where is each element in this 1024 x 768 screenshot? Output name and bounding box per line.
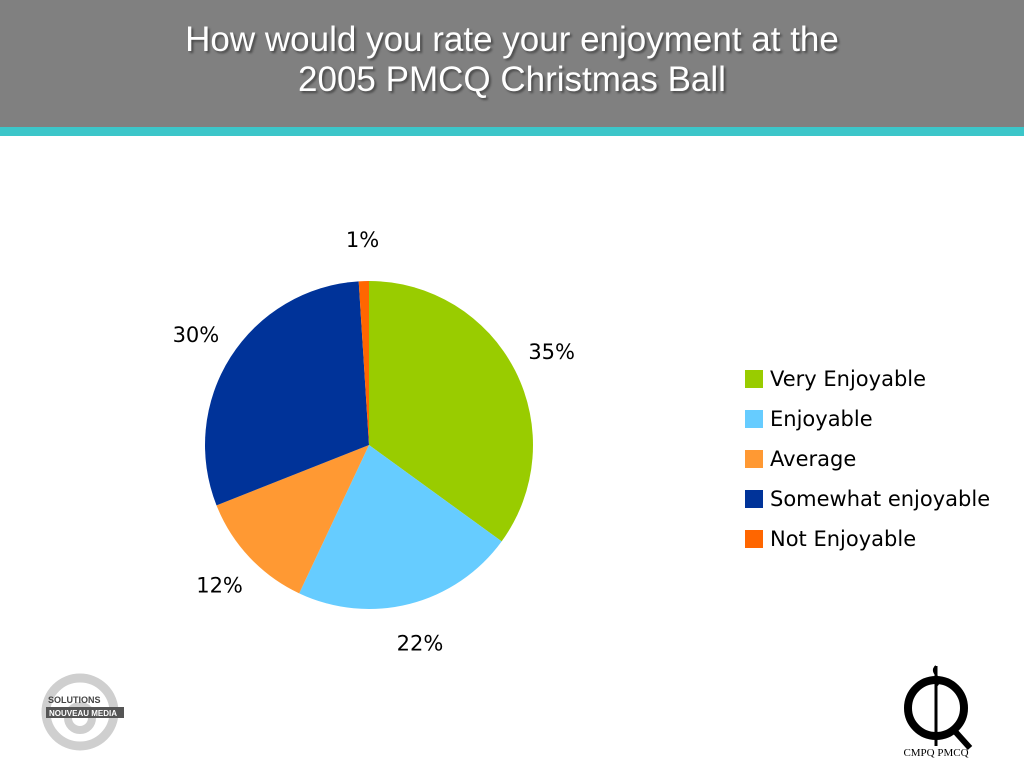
- pie-label-not-enjoyable: 1%: [346, 228, 379, 252]
- slide-title-line-2: 2005 PMCQ Christmas Ball: [298, 60, 726, 99]
- pie-slice-average: [216, 445, 369, 594]
- legend-label-not-enjoyable: Not Enjoyable: [770, 527, 916, 551]
- title-bar: [0, 0, 1024, 127]
- legend-label-somewhat-enjoyable: Somewhat enjoyable: [770, 487, 990, 511]
- pie-label-average: 12%: [196, 573, 243, 597]
- cmpq-logo-icon: [904, 665, 973, 751]
- pie-slice-very-enjoyable: [369, 281, 533, 542]
- legend-swatch-somewhat-enjoyable: [745, 490, 763, 508]
- logo-left-line-2: NOUVEAU MEDIA: [49, 709, 117, 718]
- pie-label-very-enjoyable: 35%: [528, 340, 575, 364]
- legend-label-very-enjoyable: Very Enjoyable: [770, 367, 926, 391]
- pie-slices: [204, 281, 533, 609]
- slide-title-line-1: How would you rate your enjoyment at the: [185, 20, 839, 59]
- legend-swatch-enjoyable: [745, 410, 763, 428]
- pie-slice-enjoyable: [299, 445, 502, 609]
- pie-slice-somewhat-enjoyable: [204, 281, 369, 506]
- legend-swatch-not-enjoyable: [745, 530, 763, 548]
- chart-legend: Very Enjoyable Enjoyable Average Somewhat e…: [745, 367, 990, 551]
- pie-label-enjoyable: 22%: [397, 632, 444, 656]
- logo-right-caption: CMPQ PMCQ: [903, 747, 968, 759]
- logo-left-line-1: SOLUTIONS: [48, 695, 101, 705]
- slide-title: How would you rate your enjoyment at the…: [0, 20, 1024, 100]
- solutions-nouveau-media-logo: SOLUTIONS NOUVEAU MEDIA: [41, 673, 124, 751]
- pie-slice-not-enjoyable: [358, 281, 369, 445]
- cmpq-pmcq-logo: CMPQ PMCQ: [903, 665, 973, 759]
- legend-swatch-average: [745, 450, 763, 468]
- legend-label-average: Average: [770, 447, 856, 471]
- title-bar-divider: [0, 127, 1024, 136]
- pie-percent-labels: 35% 22% 12% 30% 1%: [173, 228, 575, 655]
- logo-left-band: [46, 707, 124, 718]
- pie-label-somewhat-enjoyable: 30%: [173, 323, 220, 347]
- legend-label-enjoyable: Enjoyable: [770, 407, 873, 431]
- legend-swatch-very-enjoyable: [745, 370, 763, 388]
